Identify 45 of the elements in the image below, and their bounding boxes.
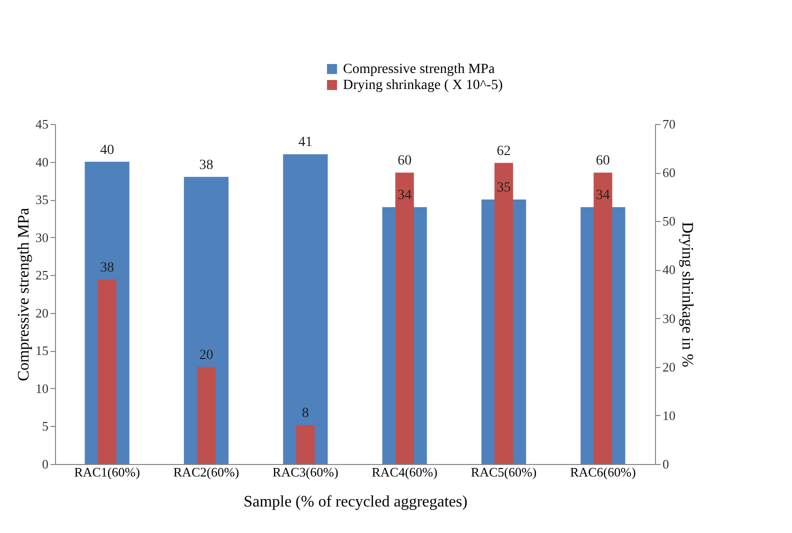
y2-tick-label: 0 <box>662 456 669 472</box>
y2-axis-title: Drying shrinkage in % <box>678 222 696 368</box>
y2-tick-label: 10 <box>662 408 676 423</box>
y-tick-label: 45 <box>36 116 48 132</box>
x-tick-label: RAC6(60%) <box>570 464 636 480</box>
bar <box>98 279 116 464</box>
x-tick-label: RAC5(60%) <box>470 464 537 480</box>
y2-tick-label: 20 <box>662 359 676 374</box>
legend-label: Compressive strength MPa <box>343 62 496 77</box>
x-tick-label: RAC1(60%) <box>74 464 140 480</box>
x-tick-label: RAC2(60%) <box>173 464 240 480</box>
data-label: 38 <box>199 158 214 173</box>
bar <box>196 366 216 464</box>
y2-tick-label: 60 <box>662 165 676 180</box>
y-tick-label: 20 <box>36 305 48 320</box>
data-label: 60 <box>398 154 412 169</box>
y-axis-title: Compressive strength MPa <box>16 208 32 382</box>
y2-tick-label: 50 <box>662 214 676 229</box>
legend-label: Drying shrinkage ( X 10^-5) <box>343 78 504 93</box>
x-axis-title: Sample (% of recycled aggregates) <box>244 494 468 510</box>
y-tick-label: 5 <box>42 418 48 434</box>
data-label: 40 <box>100 142 114 158</box>
data-label: 38 <box>100 260 114 276</box>
data-label: 8 <box>302 406 309 422</box>
data-label: 62 <box>496 144 511 159</box>
data-label: 41 <box>298 135 312 150</box>
y-tick-label: 10 <box>36 380 48 396</box>
data-label: 34 <box>596 188 610 204</box>
y2-tick-label: 40 <box>662 262 676 278</box>
y-tick-label: 0 <box>42 456 48 472</box>
data-label: 20 <box>199 348 214 363</box>
y-tick-label: 40 <box>36 154 48 170</box>
y2-tick-label: 70 <box>662 116 676 132</box>
x-tick-label: RAC4(60%) <box>372 464 438 480</box>
data-label: 35 <box>496 180 511 196</box>
data-label: 34 <box>398 188 412 204</box>
y-tick-label: 25 <box>36 268 48 283</box>
y-tick-label: 30 <box>36 230 48 245</box>
data-label: 60 <box>596 154 610 169</box>
y2-tick-label: 30 <box>662 310 676 326</box>
bar <box>296 425 315 464</box>
x-tick-label: RAC3(60%) <box>272 464 338 480</box>
y-tick-label: 35 <box>36 192 48 208</box>
y-tick-label: 15 <box>36 343 48 358</box>
bar <box>283 154 328 464</box>
